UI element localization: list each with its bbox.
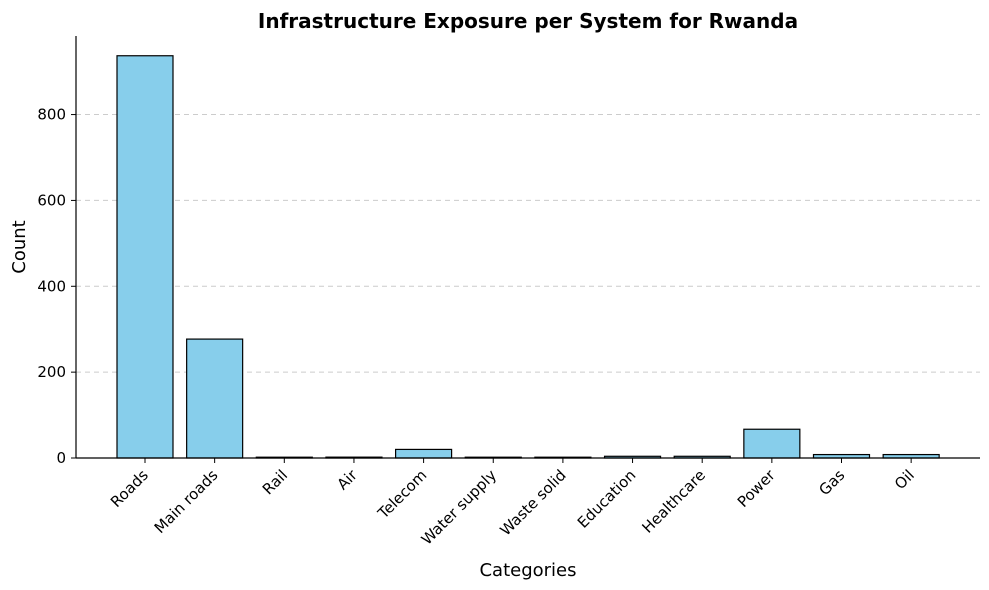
x-tick-label: Main roads <box>151 466 222 537</box>
x-tick-label: Air <box>333 466 361 494</box>
bars <box>116 55 940 459</box>
x-tick-label: Water supply <box>418 466 500 548</box>
x-axis-label: Categories <box>479 560 576 581</box>
x-tick-label: Roads <box>107 466 152 511</box>
x-tick-label: Gas <box>815 466 848 499</box>
y-tick-label: 200 <box>37 363 66 381</box>
axes <box>75 36 980 459</box>
x-tick-label: Oil <box>891 466 918 493</box>
x-tick-label: Rail <box>259 466 291 498</box>
bar-power <box>743 428 801 459</box>
x-tick-label: Education <box>574 466 640 532</box>
x-tick-label: Healthcare <box>638 466 709 537</box>
grid-lines <box>76 114 980 373</box>
y-axis-label: Count <box>9 220 30 273</box>
y-tick-label: 800 <box>37 106 66 124</box>
chart-title: Infrastructure Exposure per System for R… <box>258 9 798 33</box>
bar-main-roads <box>186 338 244 459</box>
y-tick-label: 600 <box>37 191 66 209</box>
x-tick-label: Waste solid <box>496 466 569 539</box>
y-tick-label: 0 <box>56 449 66 467</box>
bar-telecom <box>395 448 453 459</box>
bar-roads <box>116 55 174 459</box>
x-tick-label: Telecom <box>374 466 431 523</box>
x-tick-label: Power <box>734 466 779 511</box>
y-tick-label: 400 <box>37 277 66 295</box>
y-ticks: 0 200 400 600 800 <box>37 106 76 467</box>
